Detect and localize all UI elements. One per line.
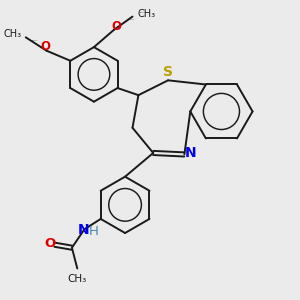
- Text: S: S: [163, 65, 173, 79]
- Text: N: N: [78, 224, 90, 238]
- Text: O: O: [45, 237, 56, 250]
- Text: CH₃: CH₃: [138, 9, 156, 19]
- Text: methoxy: methoxy: [129, 19, 135, 20]
- Text: H: H: [89, 225, 99, 238]
- Text: CH₃: CH₃: [68, 274, 87, 284]
- Text: O: O: [40, 40, 50, 53]
- Text: O: O: [111, 20, 121, 33]
- Text: N: N: [185, 146, 197, 160]
- Text: CH₃: CH₃: [3, 29, 21, 39]
- Text: methoxy: methoxy: [140, 12, 146, 13]
- Text: methoxy: methoxy: [32, 40, 38, 41]
